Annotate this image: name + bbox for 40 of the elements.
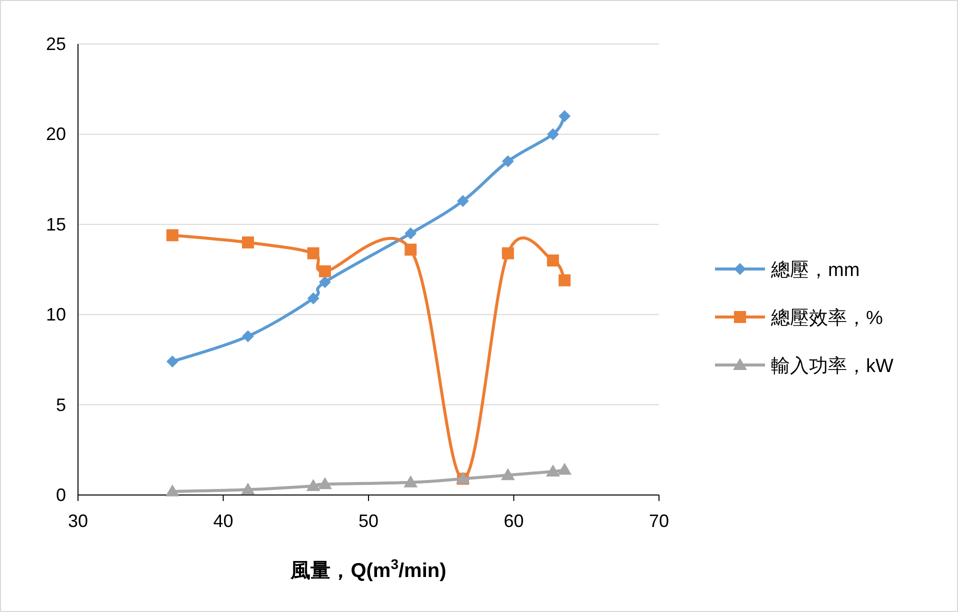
- y-tick-label: 25: [46, 34, 66, 54]
- y-tick-label: 5: [56, 394, 66, 415]
- point: [502, 155, 514, 168]
- point: [558, 274, 571, 286]
- point: [307, 247, 320, 260]
- x-tick-label: 60: [504, 511, 524, 531]
- y-tick-label: 15: [46, 214, 66, 234]
- point: [546, 464, 560, 477]
- point: [546, 254, 559, 266]
- point: [242, 236, 254, 248]
- text: 風量，Q(m$^{3}$/min): [290, 556, 446, 582]
- point: [558, 110, 571, 122]
- point: [456, 194, 469, 207]
- x-tick-label: 50: [358, 511, 379, 531]
- y-tick-label: 20: [46, 124, 66, 144]
- point: [404, 475, 418, 488]
- x-tick-label: 40: [213, 511, 234, 531]
- point: [558, 462, 572, 475]
- x-tick-label: 30: [68, 511, 88, 531]
- point: [307, 292, 320, 304]
- point: [318, 477, 332, 490]
- legend-label: 總壓，mm: [770, 260, 860, 281]
- point: [404, 244, 417, 256]
- point: [546, 128, 559, 140]
- x-tick-label: 70: [648, 511, 670, 531]
- point: [306, 478, 320, 491]
- point: [318, 276, 331, 288]
- y-tick-label: 10: [46, 304, 66, 325]
- point: [165, 484, 180, 496]
- y-tick-label: 0: [56, 485, 66, 505]
- point: [404, 227, 417, 240]
- point: [502, 247, 514, 260]
- point: [500, 468, 515, 480]
- point: [318, 265, 331, 278]
- legend-label: 總壓效率，%: [770, 307, 883, 329]
- point: [240, 482, 255, 495]
- point: [242, 330, 254, 342]
- point: [166, 356, 178, 368]
- legend-label: 輸入功率，kW: [771, 355, 894, 377]
- point: [166, 229, 178, 242]
